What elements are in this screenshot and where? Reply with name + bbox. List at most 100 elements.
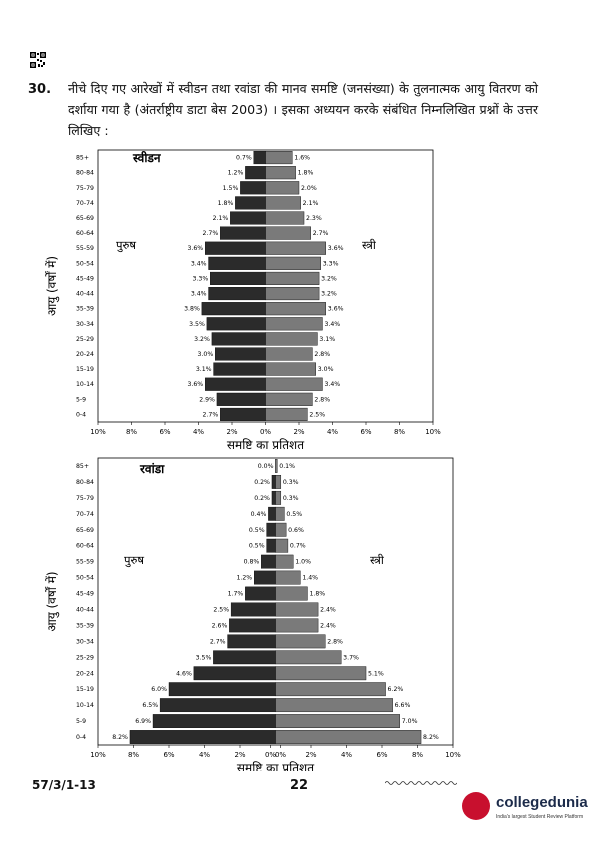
age-group-label: 60-64 — [76, 230, 94, 237]
female-bar — [265, 151, 293, 165]
age-group-label: 20-24 — [76, 351, 94, 358]
female-value-label: 3.3% — [323, 260, 339, 267]
age-group-label: 5-9 — [76, 396, 86, 403]
male-value-label: 2.7% — [210, 638, 226, 645]
male-value-label: 6.0% — [151, 686, 167, 693]
female-bar — [265, 211, 305, 225]
age-group-label: 70-74 — [76, 511, 94, 518]
female-value-label: 3.6% — [328, 245, 344, 252]
age-group-label: 80-84 — [76, 170, 94, 177]
male-bar — [213, 650, 276, 665]
age-group-label: 45-49 — [76, 275, 94, 282]
mascot-icon — [462, 792, 490, 820]
male-bar — [271, 475, 276, 489]
age-group-label: 45-49 — [76, 591, 94, 598]
female-value-label: 2.7% — [313, 230, 329, 237]
male-bar — [227, 634, 276, 649]
male-bar — [168, 682, 276, 697]
male-value-label: 2.1% — [213, 215, 229, 222]
female-value-label: 3.0% — [318, 366, 334, 373]
female-bar — [275, 618, 319, 633]
male-value-label: 2.9% — [199, 396, 215, 403]
x-tick-label: 0% — [265, 751, 276, 759]
male-bar — [206, 317, 266, 331]
x-tick-label: 0% — [260, 428, 271, 436]
female-value-label: 2.3% — [306, 215, 322, 222]
male-value-label: 0.8% — [244, 559, 260, 566]
age-group-label: 0-4 — [76, 734, 86, 741]
age-group-label: 15-19 — [76, 686, 94, 693]
female-bar — [275, 650, 342, 665]
male-value-label: 0.5% — [249, 543, 265, 550]
male-bar — [271, 490, 276, 505]
age-group-label: 30-34 — [76, 638, 94, 645]
female-value-label: 0.5% — [286, 511, 302, 518]
male-value-label: 1.2% — [236, 575, 252, 582]
male-bar — [220, 226, 266, 240]
x-tick-label: 2% — [226, 428, 237, 436]
question-text: नीचे दिए गए आरेखों में स्वीडन तथा रवांडा… — [68, 81, 538, 138]
female-bar — [275, 475, 282, 489]
qr-code-icon — [30, 52, 46, 68]
x-tick-label: 8% — [128, 751, 139, 759]
question-number: 30. — [28, 82, 52, 97]
y-axis-label: आयु (वर्षों में) — [45, 571, 60, 631]
sweden-population-pyramid: स्वीडन पुरुष स्त्री आयु (वर्षों में) 85+ 0.7%… — [45, 149, 441, 452]
age-group-label: 55-59 — [76, 245, 94, 252]
male-bar — [129, 730, 276, 744]
age-group-label: 75-79 — [76, 495, 94, 502]
male-bar — [216, 392, 266, 406]
x-tick-label: 4% — [327, 428, 338, 436]
x-tick-label: 8% — [412, 751, 423, 759]
female-bar — [265, 287, 320, 301]
male-value-label: 0.5% — [249, 527, 265, 534]
male-bar — [204, 377, 266, 391]
female-value-label: 2.5% — [309, 411, 325, 418]
age-group-label: 35-39 — [76, 306, 94, 313]
female-bar — [275, 459, 278, 473]
female-value-label: 2.8% — [327, 638, 343, 645]
chart-title: रवांडा — [139, 462, 165, 476]
female-bar — [265, 241, 326, 255]
female-value-label: 2.4% — [320, 606, 336, 613]
male-value-label: 0.4% — [251, 511, 267, 518]
male-bar — [211, 332, 266, 346]
male-bar — [208, 287, 266, 301]
x-axis-label: समष्टि का प्रतिशत — [237, 761, 315, 771]
male-label: पुरुष — [124, 553, 144, 568]
age-group-label: 20-24 — [76, 670, 94, 677]
x-tick-label: 10% — [90, 751, 106, 759]
age-group-label: 25-29 — [76, 336, 94, 343]
x-tick-label: 10% — [425, 428, 441, 436]
page-number: 22 — [290, 778, 309, 793]
male-value-label: 3.4% — [191, 291, 207, 298]
logo-tagline: India's largest Student Review Platform — [496, 814, 584, 820]
x-tick-label: 6% — [360, 428, 371, 436]
female-value-label: 6.6% — [395, 702, 411, 709]
male-bar — [152, 714, 276, 728]
female-value-label: 3.7% — [343, 654, 359, 661]
male-value-label: 1.2% — [228, 170, 244, 177]
female-bar — [265, 256, 321, 270]
female-value-label: 0.6% — [288, 527, 304, 534]
female-bar — [265, 302, 326, 316]
x-tick-label: 6% — [163, 751, 174, 759]
female-value-label: 3.6% — [328, 306, 344, 313]
male-bar — [220, 407, 266, 421]
female-value-label: 2.8% — [314, 351, 330, 358]
chart-title: स्वीडन — [132, 151, 162, 165]
female-bar — [265, 332, 318, 346]
male-value-label: 3.6% — [187, 245, 203, 252]
male-value-label: 6.9% — [135, 718, 151, 725]
x-tick-label: 4% — [193, 428, 204, 436]
collegedunia-logo: collegedunia India's largest Student Rev… — [462, 790, 590, 836]
female-value-label: 0.3% — [283, 479, 299, 486]
male-value-label: 0.0% — [258, 463, 274, 470]
x-tick-label: 0% — [275, 751, 286, 759]
x-tick-label: 2% — [234, 751, 245, 759]
female-bar — [275, 714, 400, 728]
x-tick-label: 2% — [305, 751, 316, 759]
male-bar — [261, 554, 276, 569]
male-value-label: 3.5% — [189, 321, 205, 328]
female-bar — [275, 570, 301, 585]
